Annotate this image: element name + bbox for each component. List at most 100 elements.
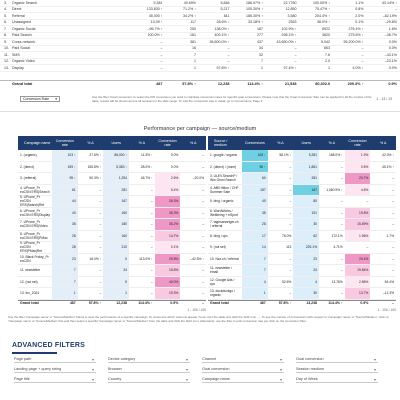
table-row[interactable]: 3. ULEV.SearchP / Win Omni Search 60–281–… <box>208 173 396 185</box>
table-cell: 2553 <box>288 20 297 25</box>
table-cell: 277 <box>257 33 263 38</box>
filter-dropdown[interactable]: Country ▾ <box>108 376 190 383</box>
table-row[interactable]: 6. WordWorks / Wellbeing + eSport 35–191–… <box>208 207 396 219</box>
source-medium-table: Source / medium Conversions % Δ Users % Δ Con… <box>208 136 396 312</box>
table-row[interactable]: 10. Nzz.ch / referral 7–23–20.4% – <box>208 253 396 265</box>
table-row[interactable]: 5. UProne_Pr eoCSN ERS|Search|Ret 44–167–… <box>18 195 206 208</box>
filter-dropdown[interactable]: Landing page + query string ▾ <box>14 366 96 373</box>
table-cell: 13.76% <box>331 279 343 284</box>
table-cell: – <box>366 199 369 204</box>
table-cell: 28.6% ↑ <box>216 20 230 25</box>
table-row[interactable]: 6. UProne_Pr eoCSN ERS|Display 40–160–35.… <box>18 207 206 219</box>
table-row[interactable]: 1. (organic) 103 ↑ 27.6% ↑ 86,000 ↑ 11.3% ↑ 0… <box>18 150 206 162</box>
section-title: Performance per campaign — source/medium <box>143 126 257 132</box>
table-row[interactable]: 7. UProne_Pr eoCSN ERS|Video 35–180–35.2%… <box>18 219 206 231</box>
column-header[interactable]: % Δ <box>277 141 284 145</box>
table-row[interactable]: 5. Referral 45,000 ↑ 34.2% ↑ 811 186.30% ↑ 3,5… <box>0 13 400 20</box>
table-row[interactable]: 3. Organic Search 5,381 40.69% 5,846 186.97% … <box>0 0 400 7</box>
column-header[interactable]: Campaign name <box>24 141 51 145</box>
row-rank: 10. <box>4 46 9 51</box>
table-cell: – <box>160 46 163 51</box>
table-row[interactable]: 4. Direct 133,830 ↑ 71.2% ↑ 5,217 105.30% ↑ 12… <box>0 7 400 13</box>
table-row[interactable]: 7. Organic Social –96.7% ↑ 250 138.0% ↑ 187 10… <box>0 26 400 33</box>
table-cell: –43.1% <box>384 52 397 57</box>
column-header[interactable]: Conversions <box>244 141 265 145</box>
table-row[interactable]: 13. Inv_2024 1–1–19.3% – <box>18 288 206 300</box>
campaign-table: Campaign name Conversion rate % Δ Users % Δ C… <box>18 136 206 312</box>
table-row[interactable]: 6. Unassigned 10,09 ↑ 117 28.6% ↑ 33.18% ↑ 255… <box>0 20 400 26</box>
table-row[interactable]: 2. (direct) 159 ↑ 155.8% ↑ 5,383 ↑ 28.0% ↑ 0.… <box>18 161 206 173</box>
filter-dropdown[interactable]: Page path ▾ <box>14 356 96 363</box>
table-cell: – <box>340 176 343 181</box>
table-row[interactable]: 4. UProne_Pr eoCSN ERS|Search 61–281–6.4%… <box>18 184 206 196</box>
table-cell: – <box>227 59 230 64</box>
total-cell: 0.9% <box>170 300 179 305</box>
row-label: 9. (not set) <box>210 245 226 250</box>
conversion-rate-selector[interactable]: Conversion Rate ▾ <box>20 96 60 102</box>
campaign-performance-section: Performance per campaign — source/medium… <box>8 118 396 318</box>
table-row[interactable]: 3. (referral) 95 ↑ 50.3% ↑ 1,254 46.7% ↑ 2.6%… <box>18 173 206 185</box>
column-header[interactable]: % Δ <box>328 141 336 145</box>
table-row[interactable]: 11. SMS – 7 – 32 – 7.6 – –43.1% <box>0 52 400 59</box>
table-row[interactable]: 9. Cross-network – 381 36,600.0% ↑ 437 43,650.… <box>0 39 400 46</box>
table-row[interactable]: 7. tagesanzeiger.ch / referral 28–30–15.8… <box>208 219 396 231</box>
table-cell: 7 <box>261 59 263 64</box>
filter-dropdown[interactable]: Page title ▾ <box>14 376 96 383</box>
table-row[interactable]: 4. Affili Hilton / CHF Summer Sale 187–18… <box>208 184 396 196</box>
table-row[interactable]: 5. bing / organic 40–80– – – <box>208 196 396 208</box>
table-cell: – <box>340 222 343 227</box>
table-cell: – <box>340 268 343 273</box>
table-row[interactable]: 8. UProne_Pr eoCSN ERS|PMax 28–160–14.7% – <box>18 230 206 242</box>
filter-dropdown[interactable]: Channel ▾ <box>202 356 284 363</box>
source-medium-table-pager[interactable]: 1 - 100 / 100 <box>377 307 396 312</box>
table-row[interactable]: 8. Paid Search 100.0% ↑ 161 409.1% ↑ 277 298.1… <box>0 33 400 39</box>
filter-dropdown[interactable]: Goal conversion ▾ <box>202 366 284 373</box>
row-label: 8. bing / cpc <box>210 233 228 238</box>
channel-table-note: Use the filter 'Goal conversion' to sele… <box>92 95 372 103</box>
filter-dropdown[interactable]: Campaign name ▾ <box>202 376 284 383</box>
campaign-table-pager[interactable]: 1 - 100 / 100 <box>187 307 206 312</box>
table-row[interactable]: 11. newsletter / email 7–24–19.84% – <box>208 265 396 277</box>
column-header[interactable]: Conversion rate <box>348 139 367 147</box>
filter-dropdown[interactable]: Device category ▾ <box>108 356 190 363</box>
table-cell: – <box>202 187 205 192</box>
table-cell: 1.6% <box>388 26 397 31</box>
table-row[interactable]: 9. UProne_Pr eoCSN ERS|PMax|Ret 28–210–0.… <box>18 241 206 254</box>
table-row[interactable]: 8. bing / cpc 17 76.0% 62 172.1% 1.96% 1.7% <box>208 230 396 242</box>
column-header[interactable]: Conversion rate <box>55 139 74 147</box>
table-row[interactable]: 13. Display – 1 97.8% ↑ 1 97.4% ↑ 1 4.0% ↑ 0.0% <box>0 65 400 72</box>
table-row[interactable]: 10. Paid Social – 16 – 34 – 663 – 0.0% <box>0 46 400 52</box>
table-row[interactable]: 9. (not set) 14 113 225.1% 4.71% – – <box>208 242 396 254</box>
column-header[interactable]: % Δ <box>138 141 146 145</box>
table-row[interactable]: 12. (not set) 7–5–40.0% – <box>18 276 206 288</box>
filter-dropdown[interactable]: Browser ▾ <box>108 366 190 373</box>
table-cell: 36,600.0% ↑ <box>209 39 230 44</box>
column-header[interactable]: % Δ <box>379 141 387 145</box>
table-row[interactable]: 10. Black Friday_Pr eoCSN 23 16.0% ↑ 0 113.0… <box>18 253 206 265</box>
table-row[interactable]: 1. google / organic 108 ↑ 58.1% ↑ 5,281 188.… <box>208 150 396 162</box>
column-header[interactable]: % Δ <box>189 141 197 145</box>
table-cell: 250 <box>190 26 196 31</box>
filter-dropdown[interactable]: Session medium ▾ <box>296 366 378 373</box>
table-cell: – <box>289 164 292 169</box>
table-row[interactable]: 13. duckduckgo / organic 1–30–13.7% –11.3% <box>208 288 396 300</box>
table-cell: 100.0% ↑ <box>147 33 163 38</box>
filter-dropdown[interactable]: Day of Week ▾ <box>296 376 378 383</box>
table-cell: – <box>340 164 343 169</box>
column-header[interactable]: % Δ <box>87 141 94 145</box>
table-cell: 8922 <box>322 26 330 31</box>
column-header[interactable]: Users <box>301 141 311 145</box>
column-header[interactable]: Users <box>111 141 121 145</box>
table-row[interactable]: 12. Organic Video – 1 – 7 – 2.0 – –23.1% <box>0 59 400 65</box>
table-cell: – <box>202 268 205 273</box>
row-rank: 9. <box>4 39 7 44</box>
channel-table-pager[interactable]: 1 - 13 / 13 <box>376 97 392 101</box>
column-header[interactable]: Conversion rate <box>158 139 177 147</box>
table-cell: 24 <box>103 265 130 276</box>
table-row[interactable]: 11. newsletter 7–24–15.8% – <box>18 265 206 277</box>
table-row[interactable]: 2. (direct) / (none) 96 ↑ –1,861–0.5% 45.1%… <box>208 161 396 173</box>
column-header[interactable]: Source / medium <box>214 139 228 147</box>
table-row[interactable]: 12. Google Ads / cpc 4 52.6% 4 13.76% 2.86% 54… <box>208 276 396 288</box>
table-cell: 160 <box>103 230 130 241</box>
filter-dropdown[interactable]: Goal conversion ▾ <box>296 356 378 363</box>
